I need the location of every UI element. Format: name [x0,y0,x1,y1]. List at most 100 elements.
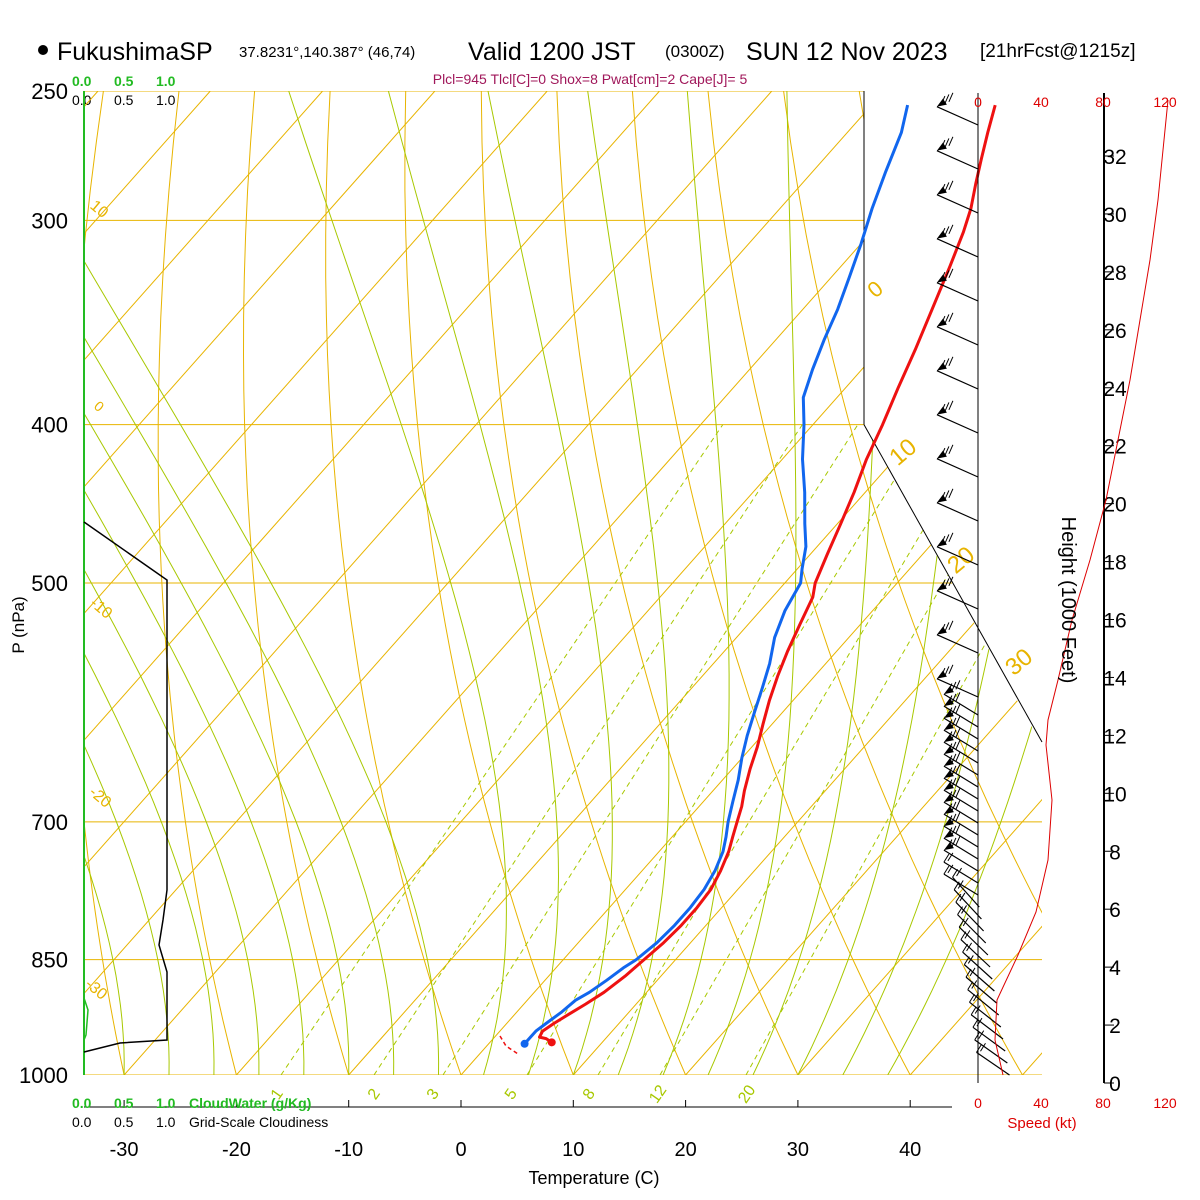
pressure-tick-label: 850 [31,948,68,973]
dry-adiabat-line [1009,91,1042,1075]
temperature-profile [538,104,997,1044]
parcel-path [499,1035,519,1055]
cloudiness-top-tick: 0.0 [72,92,92,108]
wind-barbs [936,92,1010,1076]
isotherm-line [84,91,323,1075]
cloudiness-top-tick: 1.0 [156,92,176,108]
forecast-date: SUN 12 Nov 2023 [746,38,948,66]
wind-barb [943,764,979,800]
wind-barb [955,892,985,932]
moist-adiabat-line [84,91,125,1075]
cloud-scale-top: 0.0 0.5 1.0 0.0 0.5 1.0 [72,73,176,108]
sounding-profiles [499,104,997,1055]
dry-adiabat-line [242,91,350,1075]
pressure-axis: 250 300 400 500 700 850 1000 [19,79,68,1088]
wind-barb [974,1030,1008,1064]
isotherm-line [909,91,1042,1075]
dewpoint-surface-dot [520,1039,529,1048]
wind-barb [943,728,979,764]
moist-adiabat-line [84,91,170,1075]
dry-adiabat-line [480,91,687,1075]
station-coords: 37.8231°,140.387° (46,74) [239,44,415,61]
forecast-run: [21hrFcst@1215z] [980,41,1136,62]
moist-adiabat-line [84,91,260,1075]
height-tick-label: 18 [1103,552,1126,575]
dry-adiabat-line [0,91,28,1075]
wind-barb [936,620,979,654]
wind-barb [936,180,979,214]
dry-adiabat-label: 30 [1000,643,1038,681]
temperature-surface-dot [547,1038,556,1047]
height-tick-label: 30 [1103,204,1126,227]
dry-adiabat-line [404,91,574,1075]
temperature-tick-label: -20 [222,1139,251,1161]
speed-axis-title: Speed (kt) [1007,1115,1076,1132]
pressure-tick-label: 500 [31,571,68,596]
height-tick-label: 28 [1103,262,1126,285]
stability-indices: Plcl=945 Tlcl[C]=0 Shox=8 Pwat[cm]=2 Cap… [433,71,748,87]
mixing-ratio-line [597,424,987,1075]
wind-barb [943,800,979,836]
wind-barb [967,980,1000,1016]
wind-barb [943,692,979,728]
wind-barb [943,824,979,860]
wind-barb [936,400,979,434]
wind-barb [936,576,979,610]
height-tick-label: 22 [1103,436,1126,459]
dry-adiabat-line [631,91,911,1075]
wind-barb [976,1042,1010,1076]
wind-barb [943,704,979,740]
dry-adiabat-line [1162,91,1200,1075]
wind-barb [943,852,979,884]
pressure-tick-label: 300 [31,208,68,233]
mixing-ratio-label: 8 [580,1086,599,1103]
wind-barb [958,917,989,956]
cloudwater-bottom-tick: 1.0 [156,1095,176,1111]
mixing-ratio-label: 5 [502,1086,521,1103]
cloudwater-bottom-tick: 0.0 [72,1095,92,1111]
moist-adiabat-line [84,91,350,1075]
wind-barb [936,356,979,390]
cloud-scale-bottom: 0.0 0.5 1.0 CloudWater (g/Kg) 0.0 0.5 1.… [72,1095,328,1130]
isobars [84,91,1042,1075]
moist-adiabat-line [487,91,613,1075]
pressure-tick-label: 1000 [19,1063,68,1088]
moist-adiabat-line [707,91,797,1075]
cloudiness-profile [83,521,168,1053]
isotherm-line [123,91,997,1075]
height-tick-label: 4 [1109,957,1121,980]
frame-diagonal [863,424,1043,743]
wind-barb [936,268,979,302]
dry-adiabat-line [556,91,799,1075]
wind-barb [936,444,979,478]
temperature-axis: -30 -20 -10 0 10 20 30 40 [84,1100,952,1161]
y-axis-title: P (nPa) [9,596,28,653]
cloudiness-top-tick: 0.5 [114,92,134,108]
moist-adiabat-line [84,91,440,1075]
height-tick-label: 12 [1103,725,1126,748]
pressure-tick-label: 700 [31,810,68,835]
cloudiness-legend: Grid-Scale Cloudiness [189,1114,328,1130]
isotherm-line [797,91,1042,1075]
wind-barb [960,930,991,968]
mixing-ratio-line [526,424,929,1075]
moist-adiabat-line [84,91,215,1075]
dry-adiabat-label: 10 [884,433,922,471]
speed-tick-bottom: 120 [1153,1095,1177,1111]
dry-adiabat-line [707,91,1023,1075]
height-tick-label: 20 [1103,494,1126,517]
plot-frame [83,91,1043,1075]
height-axis-title: Height (1000 Feet) [1057,517,1079,684]
wind-barb [936,488,979,522]
station-name: FukushimaSP [57,38,213,66]
dry-adiabat-line [325,91,462,1075]
cloudiness-bottom-tick: 1.0 [156,1114,176,1130]
speed-tick-top: 40 [1033,94,1049,110]
isotherm-line [1022,91,1042,1075]
temperature-tick-label: 30 [787,1139,809,1161]
zulu-time: (0300Z) [665,42,725,61]
dry-adiabat-line [157,91,237,1075]
isotherm-line [84,91,885,1075]
